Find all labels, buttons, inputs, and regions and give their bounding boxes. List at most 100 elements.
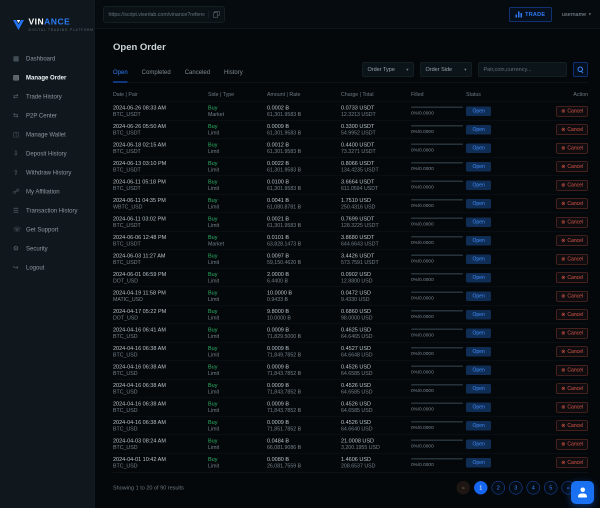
support-agent-icon (578, 487, 588, 498)
pagination-page-3[interactable]: 3 (509, 481, 523, 495)
tab-completed[interactable]: Completed (141, 68, 171, 76)
order-type-select[interactable]: Order Type ▾ (362, 62, 414, 77)
tab-open[interactable]: Open (113, 69, 128, 83)
sidebar-item-manage-wallet[interactable]: ◫ Manage Wallet (0, 125, 95, 144)
cell-action: ⊗ Cancel (522, 457, 588, 468)
sidebar-item-trade-history[interactable]: ⇄ Trade History (0, 87, 95, 106)
cell-side-type: Buy Limit (208, 382, 267, 396)
cell-status: Open (466, 384, 522, 394)
cell-filled: 0%/0.0000 (411, 180, 466, 190)
pagination-page-1[interactable]: 1 (474, 481, 488, 495)
order-side-select[interactable]: Order Side ▾ (420, 62, 472, 77)
pagination-page-2[interactable]: 2 (491, 481, 505, 495)
order-side: Buy (208, 104, 218, 111)
cancel-button[interactable]: ⊗ Cancel (556, 401, 588, 413)
status-badge: Open (466, 199, 492, 209)
cancel-button[interactable]: ⊗ Cancel (556, 327, 588, 339)
page-title: Open Order (113, 42, 166, 53)
order-rate: 59,150.4620 Ƀ (267, 259, 302, 266)
tab-history[interactable]: History (224, 68, 243, 76)
order-pair: BTC_USD (113, 462, 138, 469)
cancel-button[interactable]: ⊗ Cancel (556, 142, 588, 154)
pagination-page-4[interactable]: 4 (526, 481, 540, 495)
support-fab-button[interactable] (571, 481, 594, 504)
cancel-button[interactable]: ⊗ Cancel (556, 105, 588, 117)
cancel-button[interactable]: ⊗ Cancel (556, 420, 588, 431)
cancel-button[interactable]: ⊗ Cancel (556, 309, 588, 320)
pagination-page-5[interactable]: 5 (544, 481, 558, 495)
cell-filled: 0%/0.0000 (411, 402, 466, 412)
order-amount: 0.0012 Ƀ (267, 141, 290, 148)
cancel-button[interactable]: ⊗ Cancel (556, 216, 588, 228)
filled-progress-bar (411, 328, 463, 330)
cancel-label: Cancel (567, 422, 583, 429)
cancel-button[interactable]: ⊗ Cancel (556, 179, 588, 191)
trade-button[interactable]: TRADE (509, 6, 552, 22)
sidebar-item-icon: ☰ (13, 206, 19, 215)
order-date: 2024-04-17 05:22 PM (113, 308, 167, 315)
sidebar-item-get-support[interactable]: ☏ Get Support (0, 220, 95, 239)
order-rate: 6.4400 Ƀ (267, 277, 289, 284)
url-bar[interactable]: https://script.viserlab.com/vinance?refe… (103, 5, 225, 23)
cancel-button[interactable]: ⊗ Cancel (556, 346, 588, 357)
sidebar-item-withdraw-history[interactable]: ⇧ Withdraw History (0, 163, 95, 182)
tab-canceled[interactable]: Canceled (184, 68, 211, 76)
order-pair: BTC_USD (113, 425, 138, 432)
url-text: https://script.viserlab.com/vinance?refe… (108, 11, 205, 18)
cancel-button[interactable]: ⊗ Cancel (556, 290, 588, 302)
cell-status: Open (466, 310, 522, 320)
chevron-down-icon: ▾ (588, 11, 591, 17)
order-rate: 61,080.8781 Ƀ (267, 203, 302, 210)
sidebar-item-transaction-history[interactable]: ☰ Transaction History (0, 201, 95, 220)
cell-side-type: Buy Limit (208, 160, 267, 174)
table-row: 2024-06-06 12:48 PM BTC_USDT Buy Market … (113, 231, 588, 250)
cell-date-pair: 2024-06-11 04:35 PM WBTC_USD (113, 197, 208, 211)
order-type: Limit (208, 314, 220, 321)
cancel-label: Cancel (567, 293, 583, 299)
order-pair: BTC_USD (113, 370, 138, 377)
cancel-button[interactable]: ⊗ Cancel (556, 198, 588, 209)
cell-action: ⊗ Cancel (522, 198, 588, 209)
cancel-button[interactable]: ⊗ Cancel (556, 383, 588, 394)
filled-text: 0%/0.0000 (411, 239, 434, 246)
cell-charge-total: 0.4527 USD 64.6648 USD (341, 345, 411, 359)
copy-icon[interactable] (213, 11, 220, 18)
sidebar-item-manage-order[interactable]: ▤ Manage Order (0, 68, 95, 87)
sidebar-item-security[interactable]: ⚙ Security (0, 239, 95, 258)
cancel-button[interactable]: ⊗ Cancel (556, 364, 588, 376)
cancel-label: Cancel (567, 404, 583, 410)
cancel-icon: ⊗ (561, 237, 566, 244)
cancel-button[interactable]: ⊗ Cancel (556, 457, 588, 468)
cancel-button[interactable]: ⊗ Cancel (556, 438, 588, 450)
search-button[interactable] (573, 62, 588, 77)
cell-status: Open (466, 199, 522, 209)
cell-amount-rate: 0.0101 Ƀ 63,828.1473 Ƀ (267, 234, 341, 248)
cancel-button[interactable]: ⊗ Cancel (556, 124, 588, 135)
cancel-button[interactable]: ⊗ Cancel (556, 161, 588, 172)
sidebar-item-deposit-history[interactable]: ⇩ Deposit History (0, 144, 95, 163)
cancel-button[interactable]: ⊗ Cancel (556, 253, 588, 265)
pagination-prev-button[interactable]: « (456, 481, 470, 495)
order-date: 2024-06-18 02:15 AM (113, 141, 166, 148)
cancel-button[interactable]: ⊗ Cancel (556, 235, 588, 246)
search-input[interactable] (478, 62, 567, 77)
sidebar-item-logout[interactable]: ↪ Logout (0, 258, 95, 277)
cell-side-type: Buy Limit (208, 456, 267, 470)
sidebar-item-p2p-center[interactable]: ⇆ P2P Center (0, 106, 95, 125)
status-badge: Open (466, 458, 492, 468)
sidebar-item-label: P2P Center (26, 112, 57, 119)
cancel-icon: ⊗ (561, 385, 566, 392)
order-pair: MATIC_USD (113, 296, 143, 303)
pagination: « 1 2 3 4 5 » (456, 481, 575, 495)
cancel-button[interactable]: ⊗ Cancel (556, 272, 588, 283)
sidebar-item-my-affiliation[interactable]: ☍ My Affiliation (0, 182, 95, 201)
cell-action: ⊗ Cancel (522, 346, 588, 357)
sidebar-item-dashboard[interactable]: ▦ Dashboard (0, 49, 95, 68)
cell-date-pair: 2024-04-16 06:38 AM BTC_USD (113, 382, 208, 396)
cell-side-type: Buy Limit (208, 345, 267, 359)
cell-status: Open (466, 180, 522, 190)
user-menu[interactable]: username ▾ (562, 11, 591, 17)
order-charge: 21.0008 USD (341, 437, 375, 444)
order-pair: BTC_USD (113, 444, 138, 451)
filled-text: 0%/0.0000 (411, 406, 434, 412)
